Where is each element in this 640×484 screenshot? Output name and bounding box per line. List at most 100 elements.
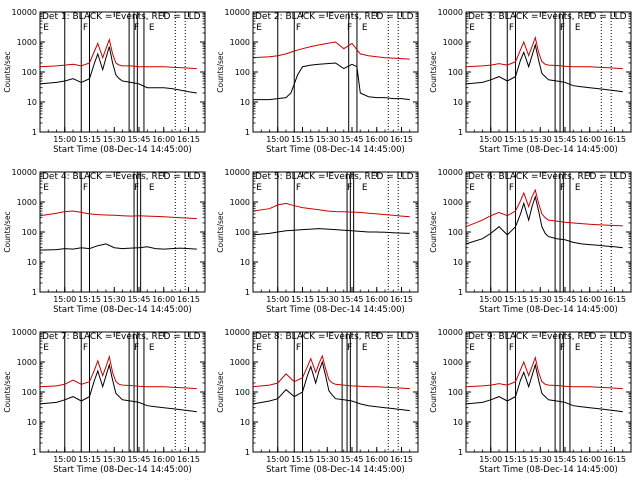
interval-label: F [347, 343, 352, 353]
x-axis-label: Start Time (08-Dec-14 14:45:00) [266, 465, 405, 475]
interval-label: F [560, 23, 565, 33]
y-tick-label: 10000 [225, 8, 250, 17]
x-tick-label: 15:45 [340, 455, 363, 464]
interval-label: E [362, 183, 368, 193]
y-tick-label: 10 [453, 418, 463, 427]
interval-label: F [83, 343, 88, 353]
x-tick-label: 15:45 [127, 135, 150, 144]
interval-label: F [83, 23, 88, 33]
x-tick-label: 16:15 [390, 295, 413, 304]
interval-label: E [256, 23, 262, 33]
x-tick-label: 15:00 [479, 455, 502, 464]
y-tick-label: 10 [240, 98, 250, 107]
series-events-line [252, 360, 410, 412]
x-tick-label: 16:15 [603, 455, 626, 464]
x-axis-label: Start Time (08-Dec-14 14:45:00) [479, 305, 618, 315]
interval-label: E [256, 343, 262, 353]
x-tick-label: 15:45 [340, 295, 363, 304]
x-tick-label: 16:00 [578, 455, 601, 464]
y-tick-label: 10000 [225, 328, 250, 337]
y-tick-label: 10000 [438, 8, 463, 17]
interval-label: E [469, 23, 475, 33]
x-tick-label: 15:30 [103, 295, 126, 304]
interval-label: F [296, 343, 301, 353]
interval-label: E [575, 343, 581, 353]
y-tick-label: 100 [235, 228, 250, 237]
x-tick-label: 15:15 [504, 295, 527, 304]
y-tick-label: 100 [448, 68, 463, 77]
x-tick-label: 16:15 [390, 455, 413, 464]
interval-label: E [149, 343, 155, 353]
plot-title: Det 5: BLACK = Events, RED = LLD [255, 172, 414, 182]
series-lld-line [252, 41, 410, 60]
y-tick-label: 10 [27, 258, 37, 267]
x-tick-label: 16:15 [177, 135, 200, 144]
y-tick-label: 1000 [17, 38, 37, 47]
y-tick-label: 1000 [443, 358, 463, 367]
y-tick-label: 1000 [443, 198, 463, 207]
interval-label: F [134, 343, 139, 353]
series-events-line [465, 42, 623, 93]
x-tick-label: 16:00 [578, 295, 601, 304]
x-tick-label: 15:45 [553, 135, 576, 144]
y-tick-label: 100 [22, 68, 37, 77]
interval-label: E [362, 343, 368, 353]
x-tick-label: 15:45 [127, 295, 150, 304]
x-tick-label: 15:15 [291, 135, 314, 144]
x-tick-label: 15:45 [553, 295, 576, 304]
y-axis-label: Counts/sec [3, 371, 12, 412]
series-events-line [39, 243, 197, 251]
y-tick-label: 10000 [12, 168, 37, 177]
x-axis-label: Start Time (08-Dec-14 14:45:00) [53, 305, 192, 315]
x-tick-label: 15:00 [53, 455, 76, 464]
series-lld-line [39, 37, 197, 70]
x-tick-label: 16:00 [152, 295, 175, 304]
y-axis-label: Counts/sec [3, 51, 12, 92]
y-tick-label: 100 [448, 388, 463, 397]
x-tick-label: 15:15 [504, 135, 527, 144]
x-tick-label: 15:30 [529, 455, 552, 464]
y-axis-label: Counts/sec [216, 51, 225, 92]
plot-title: Det 3: BLACK = Events, RED = LLD [468, 12, 627, 22]
y-tick-label: 10 [453, 98, 463, 107]
interval-label: E [43, 343, 49, 353]
x-tick-label: 15:15 [291, 455, 314, 464]
y-tick-label: 1000 [17, 198, 37, 207]
interval-label: E [469, 183, 475, 193]
x-tick-label: 16:15 [177, 455, 200, 464]
y-tick-label: 10000 [12, 328, 37, 337]
interval-label: F [83, 183, 88, 193]
plot-title: Det 9: BLACK = Events, RED = LLD [468, 332, 627, 342]
y-tick-label: 1 [245, 288, 250, 297]
x-tick-label: 15:30 [316, 455, 339, 464]
x-tick-label: 15:15 [504, 455, 527, 464]
x-axis-label: Start Time (08-Dec-14 14:45:00) [479, 465, 618, 475]
series-events-line [465, 194, 623, 249]
x-tick-label: 15:15 [78, 295, 101, 304]
y-tick-label: 1000 [230, 38, 250, 47]
plot-title: Det 4: BLACK = Events, RED = LLD [42, 172, 201, 182]
y-tick-label: 100 [448, 228, 463, 237]
x-tick-label: 15:00 [53, 295, 76, 304]
x-tick-label: 15:00 [266, 135, 289, 144]
y-axis-label: Counts/sec [3, 211, 12, 252]
x-tick-label: 16:15 [603, 135, 626, 144]
y-tick-label: 1 [32, 288, 37, 297]
y-tick-label: 100 [22, 228, 37, 237]
x-axis-label: Start Time (08-Dec-14 14:45:00) [53, 465, 192, 475]
y-tick-label: 10 [27, 98, 37, 107]
series-events-line [39, 46, 197, 94]
y-tick-label: 100 [235, 388, 250, 397]
x-tick-label: 16:15 [390, 135, 413, 144]
y-tick-label: 1 [458, 448, 463, 457]
x-tick-label: 16:00 [365, 135, 388, 144]
interval-label: F [296, 23, 301, 33]
x-tick-label: 16:00 [152, 455, 175, 464]
y-axis-label: Counts/sec [429, 211, 438, 252]
x-axis-label: Start Time (08-Dec-14 14:45:00) [53, 145, 192, 155]
series-lld-line [465, 188, 623, 228]
